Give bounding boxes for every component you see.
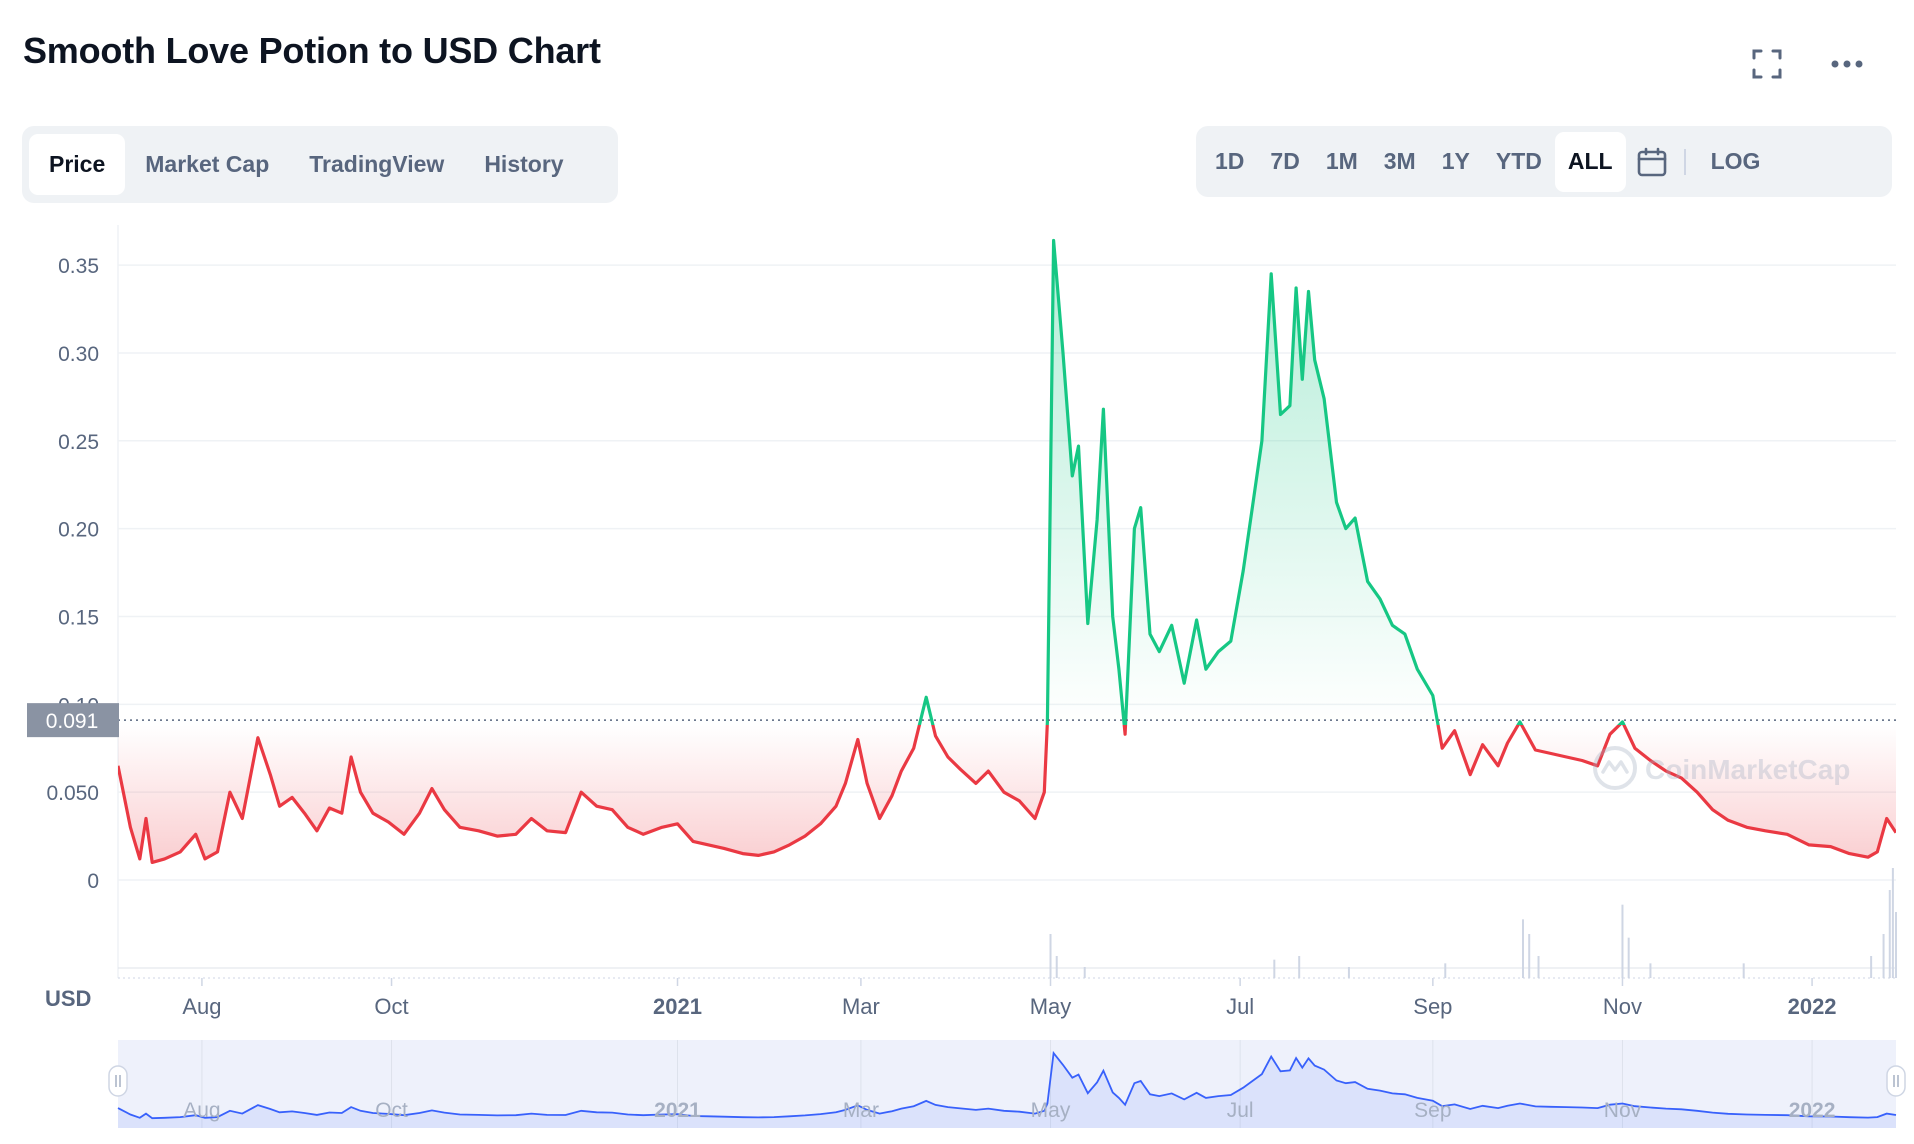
- range-1d[interactable]: 1D: [1215, 148, 1245, 174]
- price-series: [118, 238, 1896, 864]
- range-ytd[interactable]: YTD: [1495, 148, 1542, 174]
- x-tick-label: Nov: [1603, 994, 1642, 1019]
- volume-bar: [1649, 963, 1652, 978]
- price-line-down: [118, 725, 1896, 864]
- navigator-line: [117, 1050, 1897, 1120]
- time-range-selector: 1D 7D 1M 3M 1Y YTD ALL LOG: [1196, 126, 1892, 197]
- tab-market-cap[interactable]: Market Cap: [145, 151, 270, 177]
- x-tick-label: Oct: [374, 994, 408, 1019]
- range-divider: [1683, 148, 1686, 175]
- navigator-handle[interactable]: [108, 1065, 128, 1097]
- area-fill: [118, 240, 1896, 863]
- navigator-tick-label: Oct: [375, 1099, 408, 1122]
- navigator[interactable]: Aug Oct 2021 Mar May Jul Sep Nov 2022: [108, 1040, 1906, 1128]
- y-tick-label: 0.30: [58, 343, 99, 366]
- navigator-tick-label: Nov: [1604, 1099, 1642, 1122]
- x-tick-label: Aug: [182, 994, 221, 1019]
- volume-bar: [1298, 956, 1301, 978]
- gridlines: [117, 225, 1896, 979]
- x-axis: Aug Oct 2021 Mar May Jul Sep Nov 2022: [182, 978, 1837, 1019]
- volume-bar: [1895, 912, 1897, 978]
- reference-line: 0.091: [27, 703, 1896, 738]
- volume-bar: [1273, 959, 1276, 978]
- navigator-tick-label: Aug: [183, 1099, 220, 1122]
- range-1y[interactable]: 1Y: [1441, 148, 1470, 174]
- volume-bar: [1528, 934, 1531, 978]
- volume-bar: [1521, 919, 1524, 978]
- watermark-text: CoinMarketCap: [1645, 754, 1850, 785]
- page-title: Smooth Love Potion to USD Chart: [23, 30, 601, 71]
- volume-bar: [1891, 868, 1894, 978]
- navigator-tick-label: 2022: [1789, 1099, 1836, 1122]
- volume-bar: [1444, 963, 1447, 978]
- y-tick-label: 0.35: [58, 255, 99, 278]
- watermark: CoinMarketCap: [1593, 746, 1850, 790]
- tab-history[interactable]: History: [484, 151, 564, 177]
- fullscreen-icon[interactable]: [1745, 42, 1789, 86]
- x-tick-label: May: [1030, 994, 1072, 1019]
- navigator-handle[interactable]: [1886, 1065, 1906, 1097]
- navigator-tick-label: Jul: [1227, 1099, 1254, 1122]
- navigator-tick-label: Sep: [1414, 1099, 1451, 1122]
- y-tick-label: 0.20: [58, 519, 99, 542]
- x-tick-label: Mar: [842, 994, 880, 1019]
- volume-bar: [1888, 890, 1891, 978]
- x-tick-label: 2022: [1788, 994, 1837, 1019]
- volume-bars: [1049, 868, 1897, 978]
- y-tick-label: 0.15: [58, 606, 99, 629]
- x-tick-label: Jul: [1226, 994, 1254, 1019]
- calendar-icon[interactable]: [1626, 132, 1678, 192]
- volume-bar: [1870, 956, 1873, 978]
- tab-price[interactable]: Price: [29, 134, 126, 195]
- x-tick-label: 2021: [653, 994, 702, 1019]
- range-3m[interactable]: 3M: [1383, 148, 1416, 174]
- volume-bar: [1083, 967, 1086, 978]
- y-tick-label: 0.050: [46, 782, 99, 805]
- volume-bar: [1347, 967, 1350, 978]
- more-dots-icon[interactable]: [1825, 42, 1869, 86]
- volume-bar: [1049, 934, 1052, 978]
- volume-bar: [1621, 904, 1624, 978]
- navigator-area: [118, 1053, 1896, 1128]
- currency-label: USD: [45, 986, 91, 1011]
- range-7d[interactable]: 7D: [1270, 148, 1300, 174]
- volume-bar: [1537, 956, 1540, 978]
- chart-type-tabs: Price Market Cap TradingView History: [22, 126, 618, 203]
- navigator-tick-label: May: [1031, 1099, 1071, 1122]
- y-tick-label: 0: [87, 870, 99, 893]
- price-line-up: [917, 238, 1626, 725]
- area-fill-down: [118, 725, 1896, 863]
- volume-bar: [1627, 937, 1630, 978]
- range-all[interactable]: ALL: [1554, 131, 1626, 192]
- reference-price-label: 0.091: [46, 710, 99, 733]
- x-tick-label: Sep: [1413, 994, 1452, 1019]
- range-1m[interactable]: 1M: [1325, 148, 1358, 174]
- volume-bar: [1742, 963, 1745, 978]
- log-scale-toggle[interactable]: LOG: [1710, 148, 1761, 174]
- y-tick-label: 0.25: [58, 431, 99, 454]
- navigator-tick-label: 2021: [654, 1099, 701, 1122]
- reference-price-box: [27, 703, 119, 738]
- volume-bar: [1055, 956, 1058, 978]
- navigator-tick-label: Mar: [843, 1099, 879, 1122]
- volume-bar: [1882, 934, 1885, 978]
- tab-tradingview[interactable]: TradingView: [309, 151, 445, 177]
